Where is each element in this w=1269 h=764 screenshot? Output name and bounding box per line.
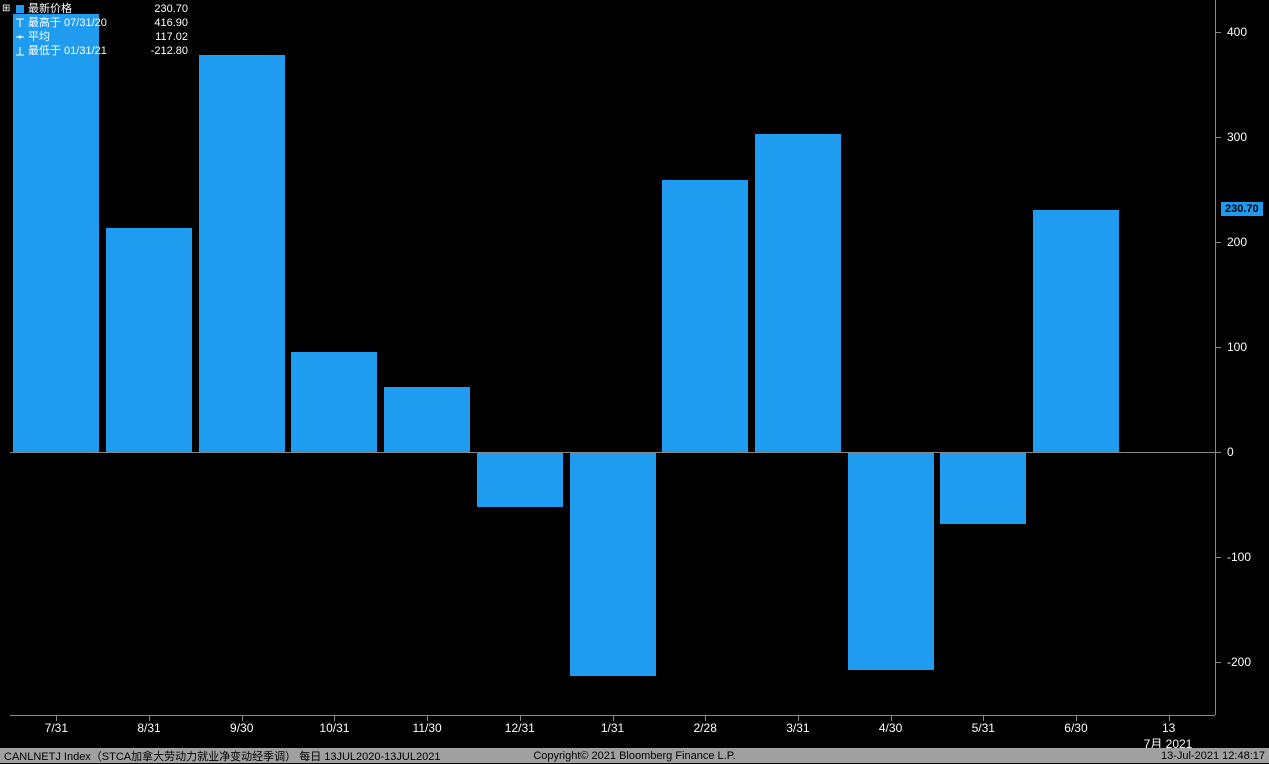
- y-tick-label: -100: [1227, 550, 1251, 564]
- legend-label: 平均: [28, 30, 138, 44]
- square-icon: [14, 3, 26, 15]
- footer-index-label: CANLNETJ Index（STCA加拿大劳动力就业净变动经季调） 每日 13…: [4, 748, 440, 764]
- y-tick-label: 300: [1227, 130, 1247, 144]
- x-tick-label: 5/31: [972, 721, 995, 735]
- x-tick-label: 6/30: [1064, 721, 1087, 735]
- legend-value: 117.02: [138, 30, 188, 44]
- x-tick-label: 3/31: [786, 721, 809, 735]
- legend-value: 416.90: [138, 16, 188, 30]
- y-tick-mark: [1215, 32, 1221, 33]
- footer-bar: CANLNETJ Index（STCA加拿大劳动力就业净变动经季调） 每日 13…: [0, 748, 1269, 763]
- x-tick-label: 11/30: [413, 721, 442, 735]
- zero-line: [10, 452, 1215, 453]
- legend-row-last: ⊞ 最新价格 230.70: [2, 2, 188, 16]
- bar: [570, 452, 656, 676]
- legend-label: 最高于 07/31/20: [28, 16, 138, 30]
- footer-timestamp: 13-Jul-2021 12:48:17: [1161, 750, 1265, 762]
- bar: [848, 452, 934, 670]
- expand-icon[interactable]: ⊞: [2, 2, 14, 16]
- bar: [1033, 210, 1119, 453]
- legend-row-high: 最高于 07/31/20 416.90: [2, 16, 188, 30]
- y-tick-label: 100: [1227, 340, 1247, 354]
- bar: [662, 180, 748, 452]
- y-tick-label: 200: [1227, 235, 1247, 249]
- y-tick-mark: [1215, 662, 1221, 663]
- legend-value: 230.70: [138, 2, 188, 16]
- bar: [384, 387, 470, 452]
- bar: [199, 55, 285, 452]
- legend-box: ⊞ 最新价格 230.70 最高于 07/31/20 416.90 平均 117…: [2, 2, 188, 58]
- y-tick-label: -200: [1227, 655, 1251, 669]
- y-tick-label: 400: [1227, 25, 1247, 39]
- y-tick-mark: [1215, 137, 1221, 138]
- x-tick-label: 1/31: [601, 721, 624, 735]
- footer-copyright: Copyright© 2021 Bloomberg Finance L.P.: [533, 750, 735, 762]
- x-tick-label: 4/30: [879, 721, 902, 735]
- bar: [13, 14, 99, 452]
- bar: [477, 452, 563, 507]
- plot-area: [10, 0, 1215, 715]
- high-icon: [14, 17, 26, 29]
- legend-row-low: 最低于 01/31/21 -212.80: [2, 44, 188, 58]
- chart-container: ⊞ 最新价格 230.70 最高于 07/31/20 416.90 平均 117…: [0, 0, 1269, 763]
- legend-label: 最低于 01/31/21: [28, 44, 138, 58]
- y-tick-mark: [1215, 347, 1221, 348]
- x-tick-label: 8/31: [137, 721, 160, 735]
- y-axis-line: [1215, 0, 1216, 715]
- legend-value: -212.80: [138, 44, 188, 58]
- current-value-badge: 230.70: [1221, 202, 1263, 216]
- x-tick-label: 10/31: [319, 721, 349, 735]
- x-tick-label: 13: [1162, 721, 1175, 735]
- x-tick-label: 12/31: [505, 721, 535, 735]
- y-tick-mark: [1215, 452, 1221, 453]
- legend-row-avg: 平均 117.02: [2, 30, 188, 44]
- bar: [940, 452, 1026, 524]
- legend-label: 最新价格: [28, 2, 138, 16]
- bar: [106, 228, 192, 452]
- x-tick-label: 7/31: [45, 721, 68, 735]
- y-tick-label: 0: [1227, 445, 1234, 459]
- y-tick-mark: [1215, 557, 1221, 558]
- x-tick-label: 9/30: [230, 721, 253, 735]
- x-tick-label: 2/28: [694, 721, 717, 735]
- bar: [291, 352, 377, 452]
- avg-icon: [14, 31, 26, 43]
- low-icon: [14, 45, 26, 57]
- bar: [755, 134, 841, 453]
- y-tick-mark: [1215, 242, 1221, 243]
